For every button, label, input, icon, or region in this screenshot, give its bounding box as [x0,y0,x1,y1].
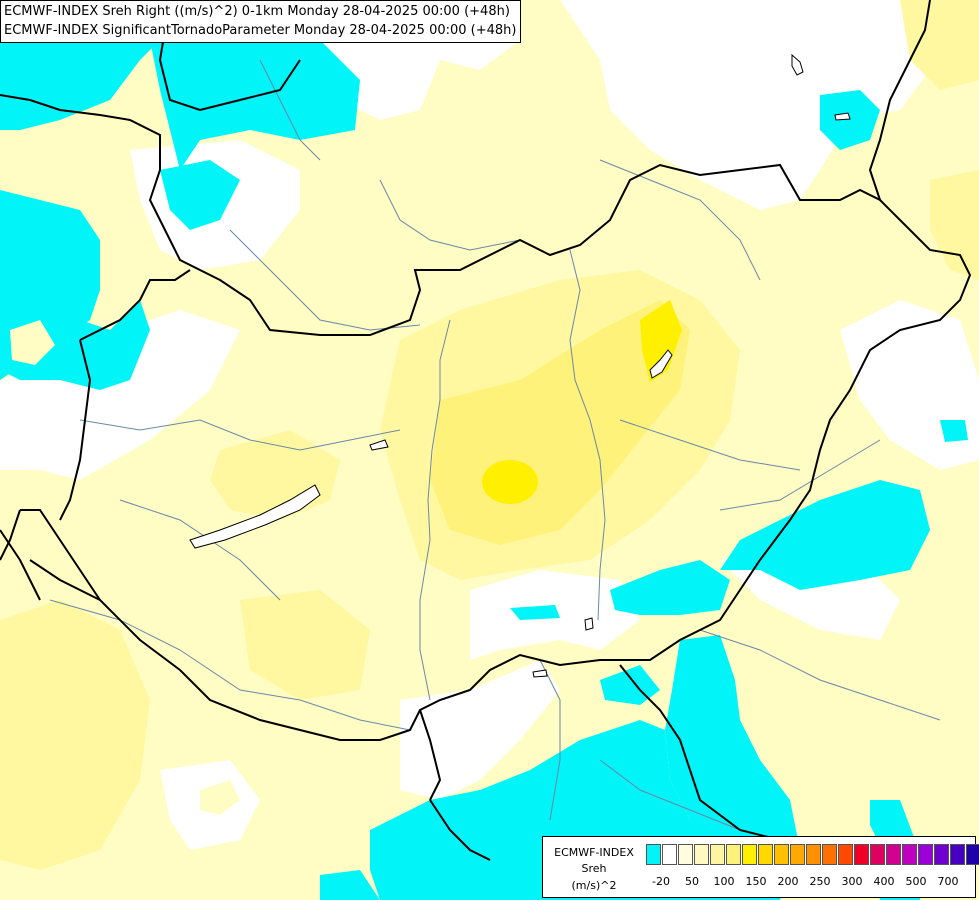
legend-swatch [886,844,901,865]
legend-swatch [950,844,965,865]
legend-swatch [742,844,757,865]
color-legend: ECMWF-INDEX Sreh (m/s)^2 -20 50 100 150 200 2… [542,836,979,898]
legend-swatch [694,844,709,865]
legend-tick-label: 200 [777,875,799,888]
legend-swatch [870,844,885,865]
lakes [189,53,851,678]
legend-tick-label: 100 [713,875,735,888]
legend-swatch [966,844,979,865]
legend-tick-label: 150 [745,875,767,888]
legend-swatch [822,844,837,865]
legend-swatch [662,844,677,865]
rivers [49,59,941,831]
legend-swatch [710,844,725,865]
legend-swatch [934,844,949,865]
legend-swatch [678,844,693,865]
legend-parameter-name: Sreh [581,862,607,875]
legend-swatch [774,844,789,865]
legend-tick-labels: -20 50 100 150 200 250 300 400 500 700 [646,875,971,889]
legend-swatch [838,844,853,865]
legend-swatch [646,844,661,865]
legend-tick-label: -20 [652,875,670,888]
legend-tick-label: 300 [841,875,863,888]
legend-swatch [726,844,741,865]
legend-swatch [806,844,821,865]
legend-model-name: ECMWF-INDEX [554,846,634,859]
legend-unit: (m/s)^2 [571,879,617,892]
title-line-2: ECMWF-INDEX SignificantTornadoParameter … [4,23,517,38]
legend-tick-label: 700 [937,875,959,888]
legend-tick-label: 400 [873,875,895,888]
peak-zone [482,300,682,504]
legend-swatch [758,844,773,865]
legend-tick-label: 250 [809,875,831,888]
legend-swatch [854,844,869,865]
legend-color-bar [646,844,979,865]
legend-swatch [902,844,917,865]
legend-swatch [918,844,933,865]
legend-tick-label: 500 [905,875,927,888]
country-borders [0,0,972,861]
title-line-1: ECMWF-INDEX Sreh Right ((m/s)^2) 0-1km M… [4,4,510,19]
legend-tick-label: 50 [685,875,699,888]
legend-swatch [790,844,805,865]
map-title-box: ECMWF-INDEX Sreh Right ((m/s)^2) 0-1km M… [0,0,522,43]
